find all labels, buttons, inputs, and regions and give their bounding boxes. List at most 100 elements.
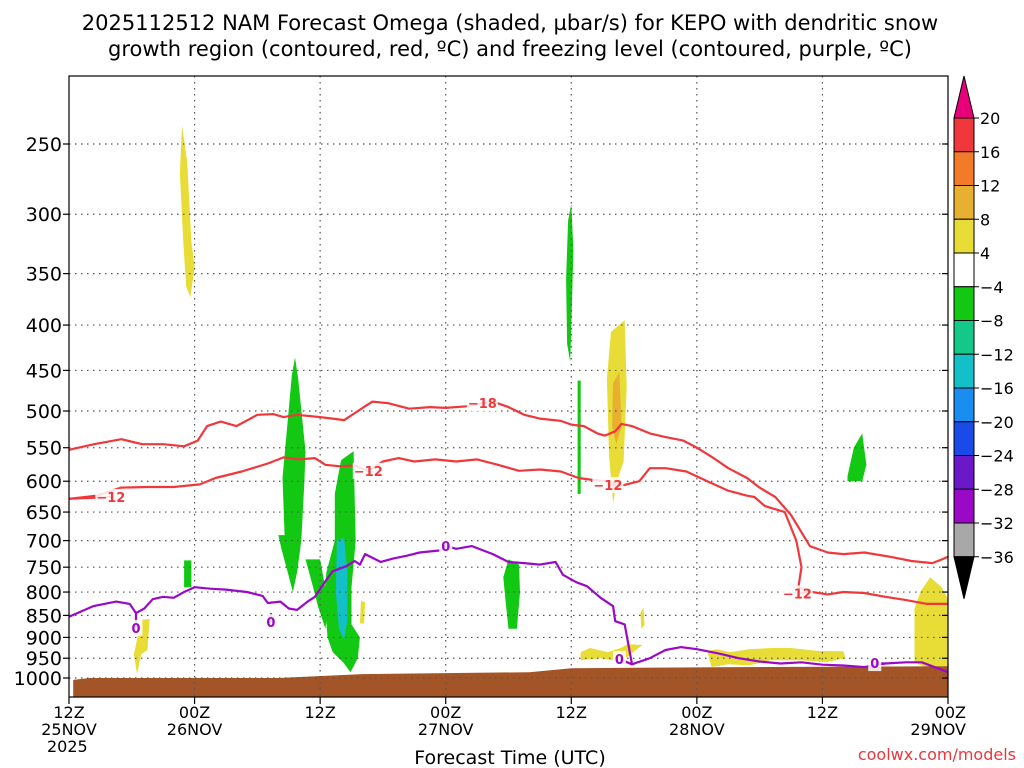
contour-label-bg-5 [781,585,813,602]
x-tick-label-0-3: 2025 [47,737,88,756]
x-tick-label-1-2: 26NOV [167,720,223,739]
x-tick-label-0-2: 25NOV [41,720,97,739]
colorbar-label-4: 8 [980,210,990,229]
omega-region-15 [580,644,643,661]
omega-region-9 [503,559,520,629]
colorbar-label-9: −16 [980,379,1014,398]
colorbar-swatch-1 [953,117,975,153]
colorbar-label-8: −12 [980,345,1014,364]
colorbar-swatch-5 [953,252,975,288]
y-tick-label-250: 250 [26,134,62,156]
colorbar-label-2: 16 [980,143,1000,162]
plot-border [68,75,949,698]
omega-region-3 [184,560,192,588]
x-tick-label-3-2: 27NOV [418,720,474,739]
colorbar-swatch-3 [953,185,975,220]
omega-region-7 [335,537,348,640]
y-tick-label-850: 850 [26,605,62,627]
omega-shading [133,125,948,677]
chart-title-line-2: growth region (contoured, red, ºC) and f… [108,37,912,61]
colorbar-top-arrow [953,75,975,119]
contour-label-bg-4 [592,477,624,494]
surface-terrain [73,666,948,697]
colorbar-swatch-6 [953,286,975,321]
omega-region-16 [707,648,846,668]
contour-label-3: −12 [96,491,125,506]
colorbar-swatch-13 [953,522,975,558]
y-tick-label-1000: 1000 [14,668,62,690]
contour-label-1: −18 [468,397,497,412]
omega-region-14 [640,607,645,629]
contour-label-8: 0 [131,622,140,637]
omega-region-17 [847,433,867,482]
colorbar-swatch-12 [953,488,975,524]
contour-label-bg-9 [612,651,626,668]
contour-label-bg-3 [95,488,127,505]
x-tick-label-0-1: 12Z [53,703,84,722]
contour-label-bg-1 [466,395,498,412]
y-tick-label-350: 350 [26,264,62,286]
colorbar-label-13: −32 [980,514,1014,533]
y-tick-label-500: 500 [26,401,62,423]
x-tick-label-6-1: 12Z [807,703,838,722]
omega-region-2 [133,619,150,675]
y-tick-label-900: 900 [26,627,62,649]
x-tick-label-7-2: 29NOV [910,720,966,739]
omega-region-18 [914,577,948,677]
contour-label-bg-2 [352,462,384,479]
contour-label-5: −12 [783,587,812,602]
colorbar-label-1: 20 [980,109,1000,128]
colorbar-swatch-8 [953,353,975,389]
colorbar: 20 16 12 8 4 −4 −8 −12 −16 −20 −24 −28 −32 −36 [953,75,1014,599]
colorbar-label-5: 4 [980,244,990,263]
x-axis-label: Forecast Time (UTC) [414,747,605,768]
colorbar-label-3: 12 [980,177,1000,196]
colorbar-swatch-9 [953,387,975,423]
colorbar-swatch-7 [953,320,975,355]
colorbar-label-10: −20 [980,413,1014,432]
y-tick-label-750: 750 [26,557,62,579]
y-tick-label-800: 800 [26,582,62,604]
colorbar-bottom-arrow [953,556,975,599]
colorbar-swatch-10 [953,421,975,456]
contour-label-7: 0 [266,616,275,631]
y-tick-label-400: 400 [26,315,62,337]
x-tick-label-5-1: 00Z [681,703,712,722]
colorbar-swatch-2 [953,151,975,186]
y-tick-label-450: 450 [26,360,62,382]
y-tick-label-650: 650 [26,502,62,524]
contour-label-9: 0 [615,653,624,668]
omega-region-4 [278,357,306,592]
contour-line-2 [68,456,948,606]
contour-label-bg-7 [264,614,278,631]
colorbar-label-7: −8 [980,312,1004,331]
chart-title-line-1: 2025112512 NAM Forecast Omega (shaded, µ… [82,11,938,35]
x-tick-label-1-1: 00Z [179,703,210,722]
contour-line-1 [68,400,949,565]
watermark: coolwx.com/models [858,745,1016,764]
x-tick-label-3-1: 00Z [430,703,461,722]
y-axis: 2503003504004505005506006507007508008509… [14,134,948,690]
y-tick-label-550: 550 [26,438,62,460]
x-tick-label-5-2: 28NOV [669,720,725,739]
contour-label-10: 0 [870,657,879,672]
colorbar-swatch-11 [953,455,975,490]
chart-title: 2025112512 NAM Forecast Omega (shaded, µ… [82,11,938,61]
colorbar-label-6: −4 [980,278,1004,297]
colorbar-label-12: −28 [980,480,1014,499]
contour-label-bg-10 [868,655,882,672]
contours: −18 −12 −12 −12 −12 0 0 0 0 0 [68,395,949,674]
plot-frame [68,75,949,698]
y-tick-label-950: 950 [26,648,62,670]
x-tick-label-4-1: 12Z [556,703,587,722]
colorbar-label-14: −36 [980,548,1014,567]
omega-region-8 [359,600,366,624]
y-tick-label-700: 700 [26,531,62,553]
x-tick-label-2-1: 12Z [304,703,335,722]
surface-fill [73,666,948,697]
contour-label-bg-8 [129,619,143,636]
colorbar-label-11: −24 [980,447,1014,466]
omega-region-1 [179,125,195,298]
